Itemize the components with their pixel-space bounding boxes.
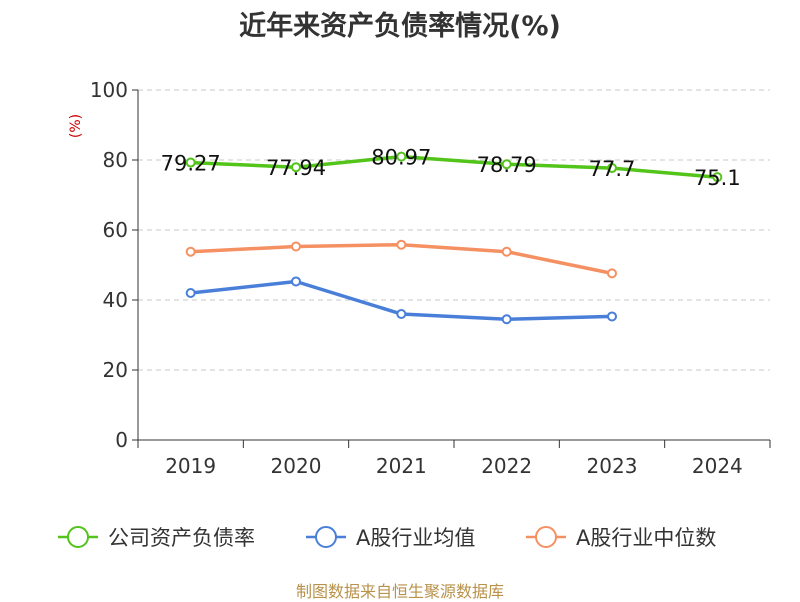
y-tick-label: 0 xyxy=(115,428,128,452)
data-point xyxy=(501,159,512,170)
chart-title: 近年来资产负债率情况(%) xyxy=(239,11,561,42)
grid-lines xyxy=(138,89,770,371)
series-lines xyxy=(185,151,723,325)
axes: 0 20 40 60 80 100 2019 2020 2021 2022 2023 2024 (%) xyxy=(68,78,771,478)
data-point xyxy=(291,276,301,287)
y-tick-label: 100 xyxy=(90,78,128,102)
x-tick-label: 2023 xyxy=(587,454,638,478)
series-line xyxy=(190,154,718,179)
data-point xyxy=(501,314,512,325)
legend-label: A股行业均值 xyxy=(356,526,475,550)
legend-item: A股行业中位数 xyxy=(526,526,716,550)
data-point xyxy=(291,241,301,252)
x-tick-label: 2024 xyxy=(692,454,743,478)
data-point xyxy=(501,246,512,257)
y-tick-label: 80 xyxy=(103,148,128,172)
data-label: 79.27 xyxy=(161,152,221,176)
data-label: 77.94 xyxy=(266,156,326,180)
x-tick-label: 2020 xyxy=(271,454,322,478)
source-note: 制图数据来自恒生聚源数据库 xyxy=(295,582,504,601)
data-labels: 79.27 77.94 80.97 78.79 77.7 75.1 xyxy=(161,146,741,191)
y-axis-label: (%) xyxy=(68,114,84,138)
data-point xyxy=(396,309,407,319)
y-tick-label: 40 xyxy=(103,288,128,312)
legend: 公司资产负债率 A股行业均值 A股行业中位数 xyxy=(58,526,716,550)
legend-label: A股行业中位数 xyxy=(576,526,716,550)
data-point xyxy=(185,246,196,257)
data-point xyxy=(396,151,407,162)
data-label: 77.7 xyxy=(589,157,636,181)
x-tick-label: 2022 xyxy=(481,454,532,478)
data-label: 78.79 xyxy=(477,153,537,177)
legend-label: 公司资产负债率 xyxy=(108,526,255,550)
data-point xyxy=(607,268,617,279)
data-point xyxy=(185,157,196,168)
data-point xyxy=(712,172,723,183)
legend-item: A股行业均值 xyxy=(306,526,475,550)
x-tick-label: 2019 xyxy=(165,454,216,478)
data-label: 80.97 xyxy=(371,146,431,170)
data-point xyxy=(291,162,301,173)
x-tick-label: 2021 xyxy=(376,454,427,478)
data-label: 75.1 xyxy=(694,166,741,190)
data-point xyxy=(607,311,617,322)
data-point xyxy=(396,239,407,250)
data-point xyxy=(185,288,196,298)
legend-marker-icon xyxy=(67,526,89,548)
y-tick-label: 60 xyxy=(103,218,128,242)
data-point xyxy=(607,163,617,174)
legend-marker-icon xyxy=(535,526,557,548)
legend-marker-icon xyxy=(315,526,337,548)
y-tick-label: 20 xyxy=(103,358,128,382)
legend-item: 公司资产负债率 xyxy=(58,526,255,550)
